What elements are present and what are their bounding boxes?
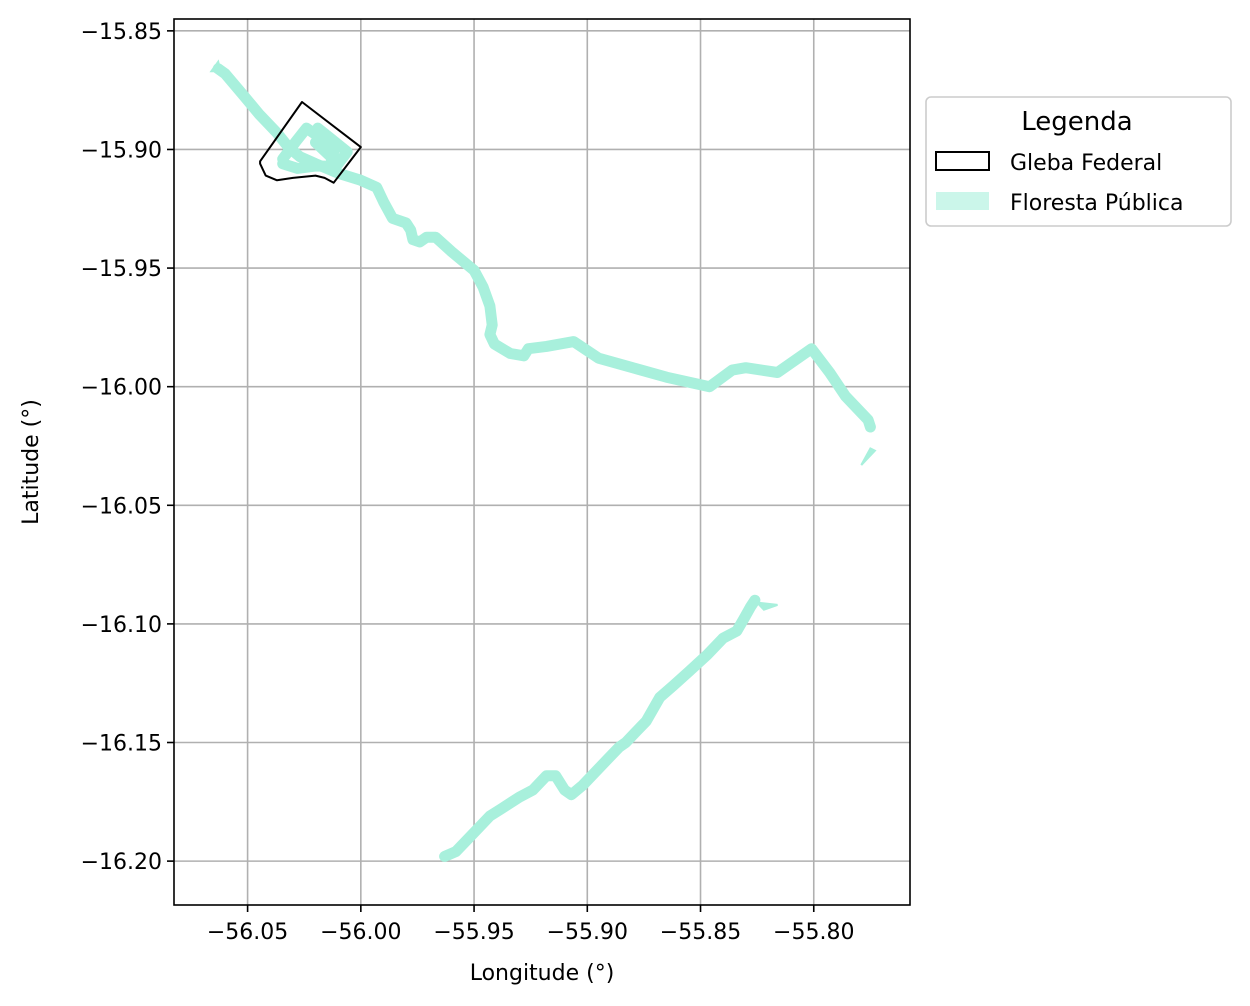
y-tick-label-0: −15.85 xyxy=(81,20,162,45)
y-tick-label-1: −15.90 xyxy=(81,138,162,163)
y-tick-label-7: −16.20 xyxy=(81,850,162,875)
legend-box xyxy=(925,96,1232,227)
y-tick-label-5: −16.10 xyxy=(81,613,162,638)
x-tick-label-5: −55.80 xyxy=(773,920,854,945)
x-tick-label-2: −55.95 xyxy=(433,920,514,945)
legend-swatch-gleba-federal xyxy=(935,151,990,171)
legend-swatch-floresta-publica xyxy=(936,192,989,210)
x-tick-label-0: −56.05 xyxy=(207,920,288,945)
floresta-publica-segment-3 xyxy=(439,594,761,862)
x-tick-label-1: −56.00 xyxy=(320,920,401,945)
y-tick-label-4: −16.05 xyxy=(81,494,162,519)
x-axis-title: Longitude (°) xyxy=(470,961,615,986)
floresta-publica-fragment-1 xyxy=(860,447,877,466)
plot-frame xyxy=(173,18,911,906)
axis-ticks: −56.05 −56.00 −55.95 −55.90 −55.85 −55.80 −15.… xyxy=(81,20,855,945)
y-tick-label-2: −15.95 xyxy=(81,257,162,282)
floresta-publica-segment-2 xyxy=(310,122,353,170)
legend-title: Legenda xyxy=(1021,107,1132,137)
x-tick-label-3: −55.90 xyxy=(547,920,628,945)
x-tick-label-4: −55.85 xyxy=(660,920,741,945)
legend-label-gleba-federal: Gleba Federal xyxy=(1010,151,1162,176)
y-tick-label-6: −16.15 xyxy=(81,732,162,757)
floresta-publica-fragment-0 xyxy=(209,59,222,73)
floresta-publica-fragment-2 xyxy=(754,601,778,611)
map-layers xyxy=(209,59,877,862)
gleba-federal-polygon xyxy=(259,101,362,184)
floresta-publica-segment-1 xyxy=(277,122,340,174)
y-tick-label-3: −16.00 xyxy=(81,376,162,401)
y-axis-title: Latitude (°) xyxy=(19,399,44,525)
legend: Legenda Gleba Federal Floresta Pública xyxy=(925,96,1232,227)
legend-label-floresta-publica: Floresta Pública xyxy=(1010,191,1183,216)
